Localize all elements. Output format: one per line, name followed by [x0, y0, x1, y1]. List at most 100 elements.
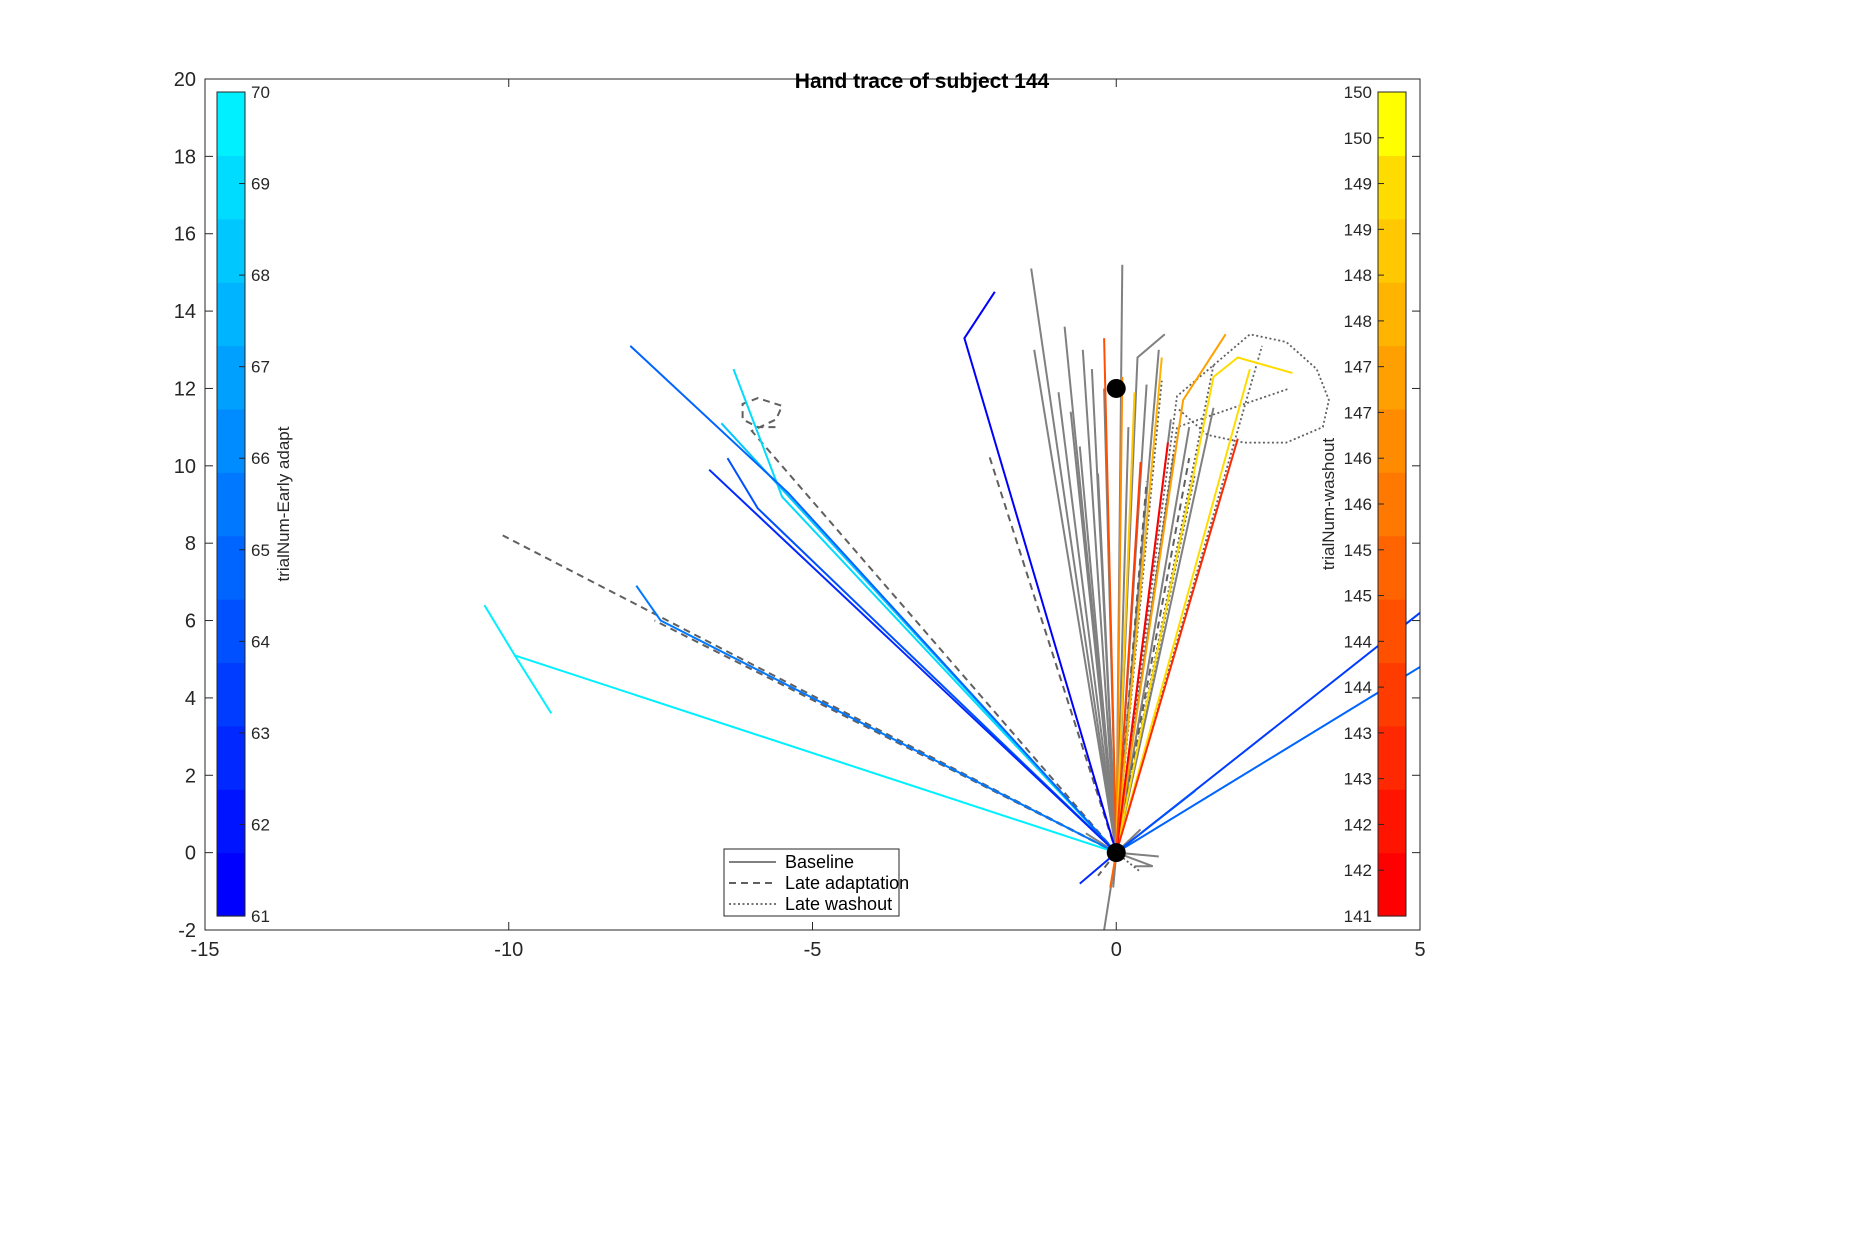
colorbar-tick-label: 70: [251, 83, 270, 102]
colorbar-tick-label: 67: [251, 358, 270, 377]
x-tick-label: 5: [1414, 939, 1425, 961]
colorbar-tick-label: 145: [1344, 587, 1372, 606]
trace-washout-58: [1115, 368, 1251, 853]
trace-early-adapt-40: [513, 654, 553, 714]
trace-baseline-11: [1115, 426, 1191, 853]
y-tick-label: 10: [174, 456, 196, 478]
colorbar-tick-label: 68: [251, 266, 270, 285]
colorbar-tick-label: 148: [1344, 266, 1372, 285]
colorbar-tick-label: 150: [1344, 129, 1372, 148]
colorbar-segment: [1378, 599, 1406, 664]
colorbar-tick-label: 149: [1344, 220, 1372, 239]
trace-baseline-19: [1115, 851, 1154, 868]
colorbar-washout[interactable]: 141 142 142 143 143 144 144 145 145 146 146 147 147 1…: [1319, 83, 1407, 926]
trace-washout-56: [1115, 333, 1227, 853]
colorbar-segment: [217, 535, 245, 600]
colorbar-segment: [1378, 92, 1406, 156]
trace-washout-52: [1103, 338, 1118, 853]
colorbar-tick-label: 146: [1344, 449, 1372, 468]
y-tick-label: 6: [185, 611, 196, 633]
trace-late-adaptation-29: [1115, 457, 1191, 853]
colorbar-tick-label: 65: [251, 541, 270, 560]
trace-early-adapt-45: [726, 457, 1117, 854]
colorbar-tick-label: 64: [251, 632, 270, 651]
colorbar-segment: [217, 725, 245, 790]
trace-washout-57: [1115, 356, 1293, 853]
colorbar-segment: [1378, 852, 1406, 917]
colorbar-segment: [1378, 662, 1406, 727]
trace-early-adapt-43: [635, 585, 1117, 854]
trace-early-adapt-44: [629, 345, 1118, 854]
trace-baseline-15: [1078, 446, 1118, 853]
trace-early-adapt-50: [1115, 789, 1196, 854]
trace-baseline-12: [1115, 407, 1215, 853]
trace-baseline-4: [1081, 349, 1118, 853]
target-markers: [1106, 378, 1126, 863]
colorbar-segment: [217, 155, 245, 220]
trace-baseline-14: [1057, 392, 1118, 853]
colorbar-tick-label: 143: [1344, 770, 1372, 789]
y-tick-label: 20: [174, 69, 196, 91]
colorbar-segment: [217, 408, 245, 473]
trace-late-adaptation-27: [741, 397, 1118, 854]
colorbar-segment: [217, 218, 245, 283]
colorbar-tick-label: 149: [1344, 175, 1372, 194]
colorbar-segment: [1378, 725, 1406, 790]
trace-early-adapt-49: [1115, 666, 1420, 854]
trace-washout-59: [1115, 438, 1239, 853]
trace-washout-60: [1115, 442, 1169, 853]
colorbar-segment: [217, 599, 245, 664]
colorbar-tick-label: 150: [1344, 83, 1372, 102]
trace-washout-54: [1115, 392, 1136, 853]
trace-early-adapt-41: [732, 368, 1118, 854]
target-marker-start: [1106, 843, 1126, 863]
colorbar-tick-label: 148: [1344, 312, 1372, 331]
y-tick-label: 14: [174, 301, 196, 323]
trace-baseline-16: [1097, 473, 1118, 853]
x-tick-label: -10: [494, 939, 523, 961]
legend-label: Late adaptation: [785, 873, 909, 893]
legend-label: Baseline: [785, 852, 854, 872]
y-tick-label: -2: [178, 920, 196, 942]
target-marker-target: [1106, 378, 1126, 398]
colorbar-early-adapt[interactable]: 61 62 63 64 65 66 67 68 69 70 trialNum-Early adapt: [216, 83, 293, 926]
colorbar-tick-label: 141: [1344, 907, 1372, 926]
y-tick-label: 8: [185, 533, 196, 555]
trace-washout-55: [1115, 357, 1163, 853]
colorbar-segment: [217, 789, 245, 854]
trace-late-adaptation-26: [987, 453, 1118, 853]
colorbar-segment: [1378, 155, 1406, 220]
y-tick-label: 4: [185, 688, 196, 710]
y-tick-label: 16: [174, 224, 196, 246]
colorbar-tick-label: 142: [1344, 861, 1372, 880]
x-tick-label: -15: [191, 939, 220, 961]
colorbar-segment: [217, 92, 245, 156]
trace-baseline-1: [1030, 268, 1118, 853]
colorbar-tick-label: 69: [251, 175, 270, 194]
trace-layer: [483, 264, 1420, 930]
colorbar-title: trialNum-Early adapt: [274, 426, 293, 581]
chart-title: Hand trace of subject 144: [795, 70, 1050, 93]
colorbar-tick-label: 144: [1344, 678, 1372, 697]
colorbar-segment: [217, 282, 245, 347]
x-tick-label: 0: [1111, 939, 1122, 961]
x-tick-label: -5: [804, 939, 822, 961]
colorbar-tick-label: 145: [1344, 541, 1372, 560]
colorbar-tick-label: 63: [251, 724, 270, 743]
colorbar-segment: [217, 345, 245, 410]
colorbar-segment: [217, 472, 245, 537]
colorbar-segment: [1378, 789, 1406, 854]
colorbar-segment: [1378, 218, 1406, 283]
colorbar-tick-label: 147: [1344, 403, 1372, 422]
colorbar-tick-label: 142: [1344, 815, 1372, 834]
colorbar-tick-label: 143: [1344, 724, 1372, 743]
colorbar-tick-label: 147: [1344, 358, 1372, 377]
colorbar-segment: [217, 852, 245, 917]
colorbar-tick-label: 61: [251, 907, 270, 926]
trace-baseline-2: [1033, 349, 1118, 853]
